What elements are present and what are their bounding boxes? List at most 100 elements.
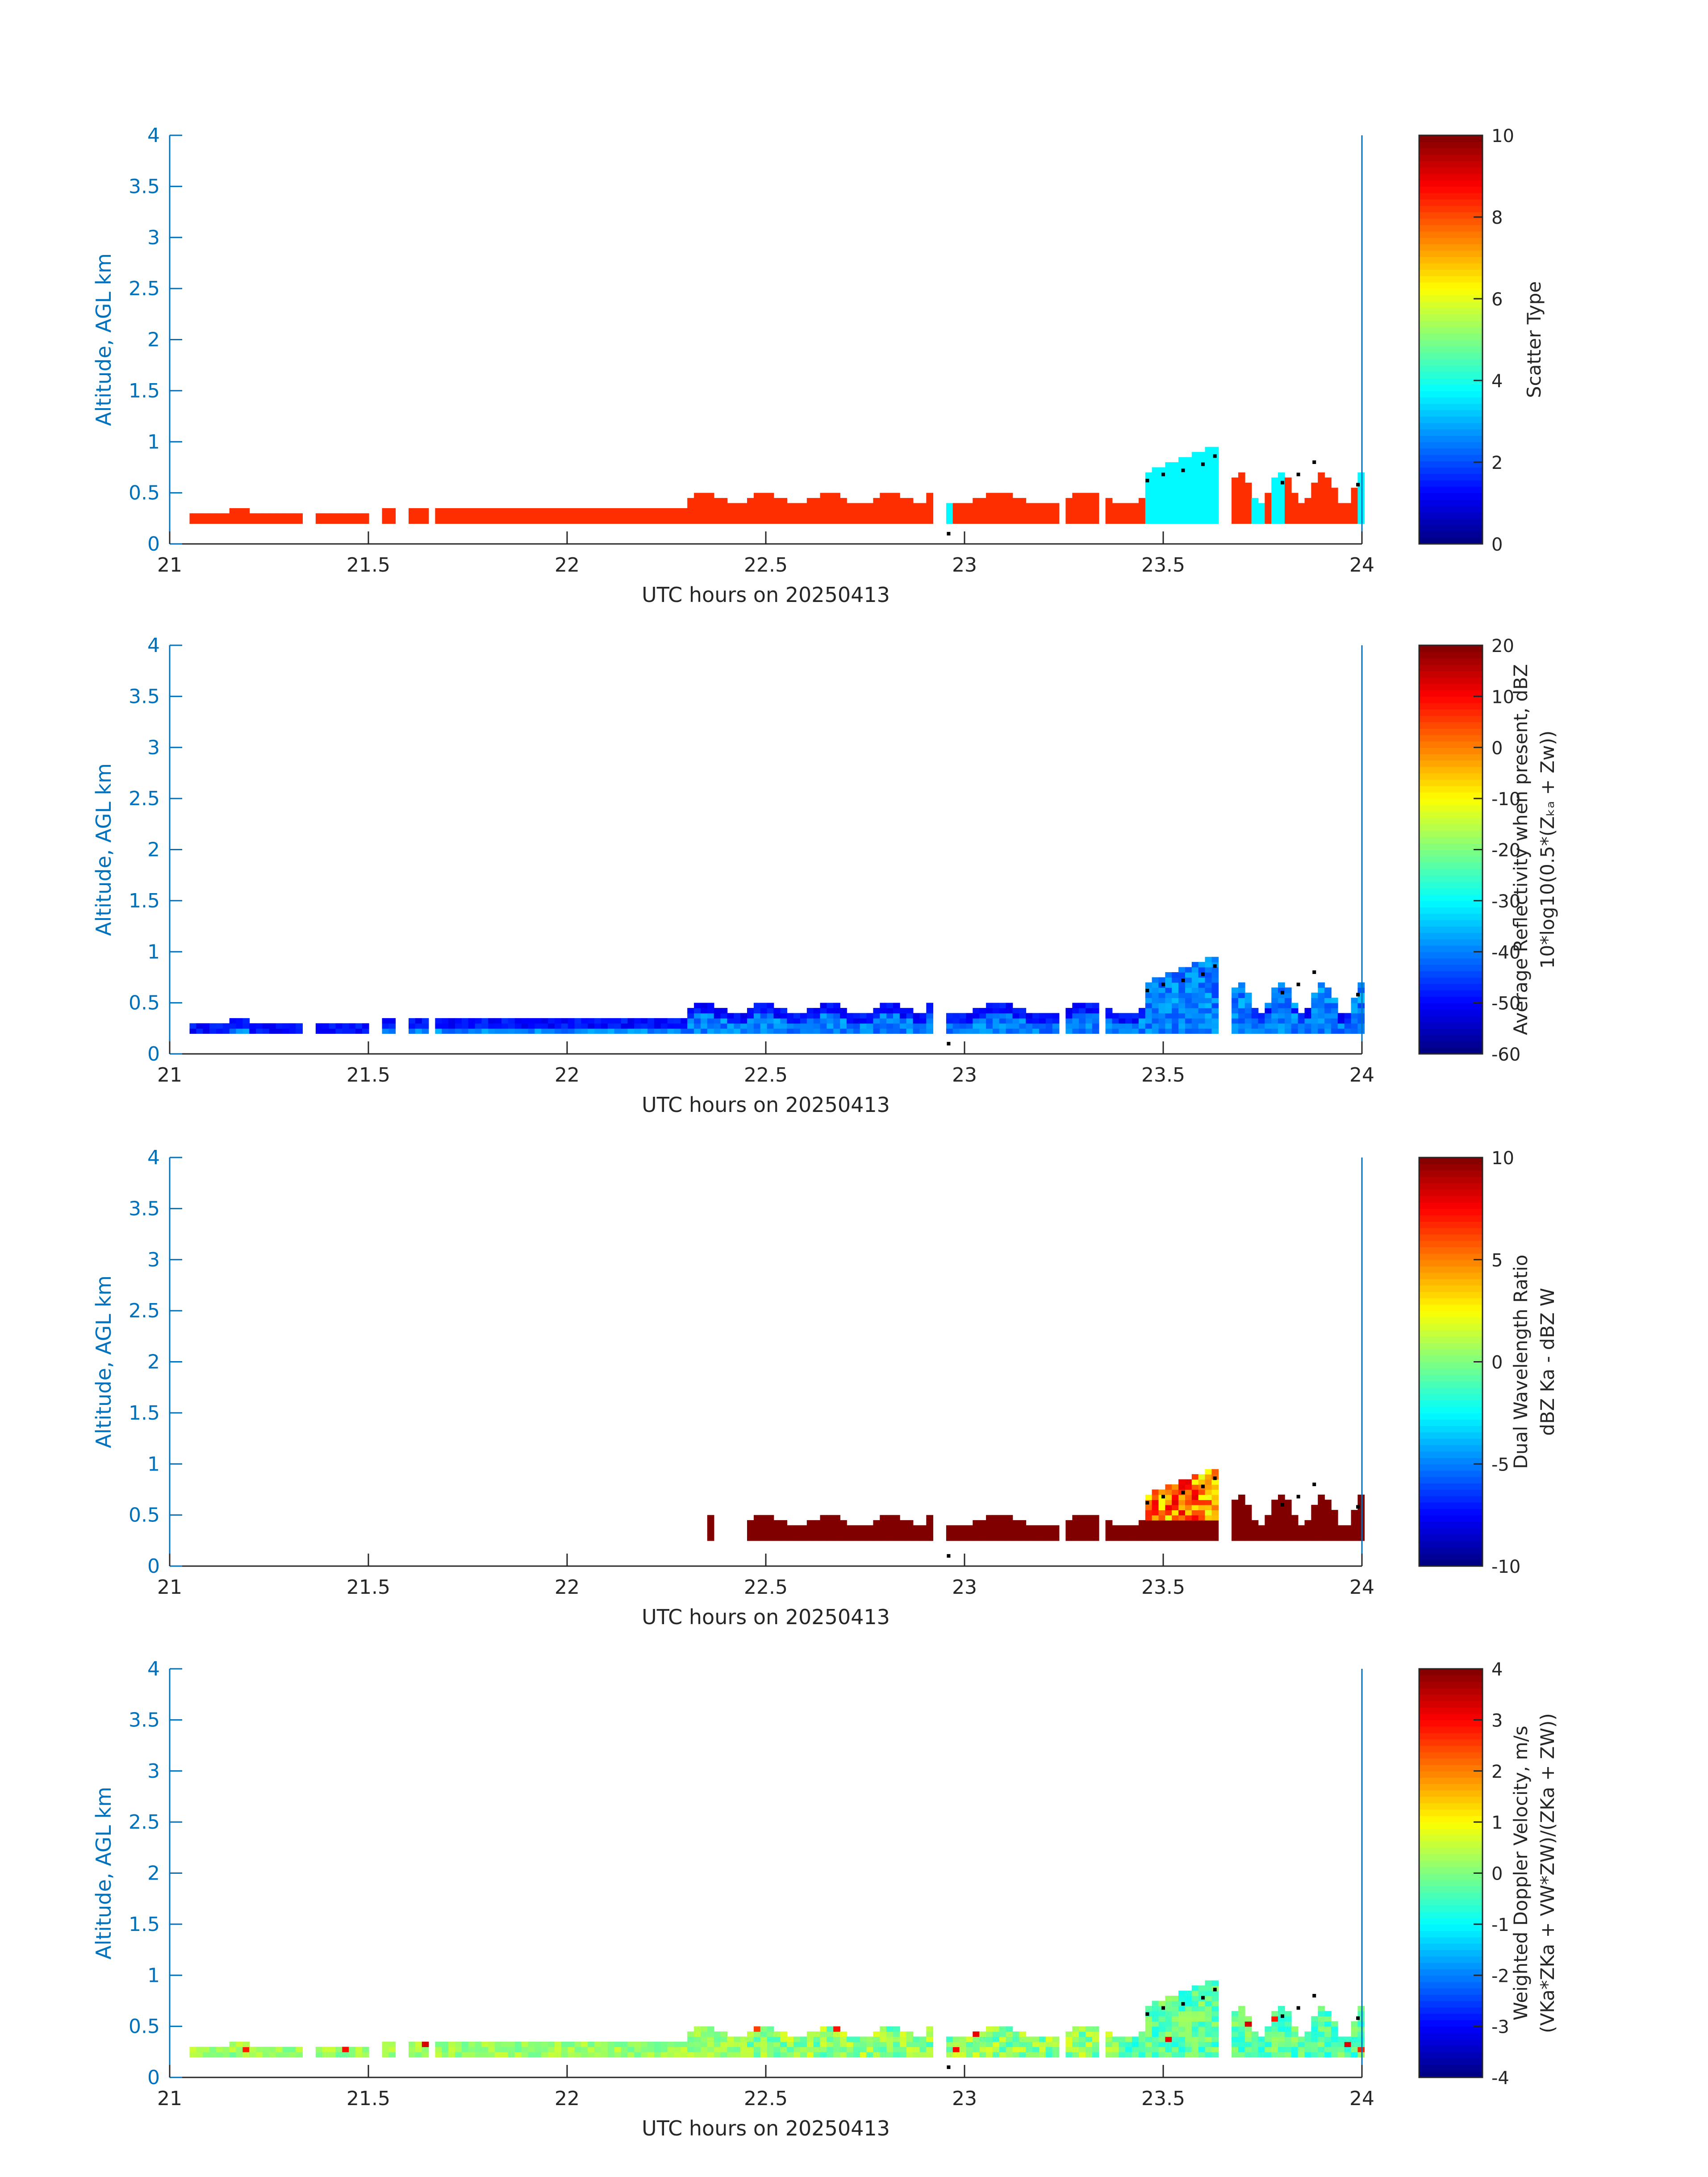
- heatmap-cell: [866, 518, 874, 524]
- heatmap-cell: [362, 2047, 369, 2052]
- heatmap-cell: [1178, 508, 1186, 514]
- heatmap-cell: [342, 2052, 349, 2057]
- heatmap-cell: [1178, 987, 1186, 993]
- heatmap-cell: [1112, 2047, 1119, 2052]
- heatmap-cell: [1079, 1028, 1086, 1034]
- heatmap-cell: [946, 1028, 953, 1034]
- heatmap-cell: [1278, 1530, 1285, 1536]
- heatmap-cell: [973, 1525, 980, 1531]
- heatmap-cell: [986, 2031, 993, 2037]
- heatmap-cell: [568, 2052, 575, 2057]
- heatmap-cell: [1152, 1028, 1159, 1034]
- heatmap-cell: [827, 1003, 834, 1008]
- heatmap-cell: [999, 2047, 1006, 2052]
- heatmap-cell: [687, 1018, 694, 1024]
- heatmap-cell: [1211, 1530, 1219, 1536]
- heatmap-cell: [1244, 1023, 1252, 1029]
- heatmap-cell: [1185, 1028, 1192, 1034]
- heatmap-cell: [555, 1023, 562, 1029]
- heatmap-cell: [1331, 1525, 1338, 1531]
- heatmap-cell: [1012, 2052, 1020, 2057]
- heatmap-cell: [236, 1028, 243, 1034]
- heatmap-cell: [714, 1018, 721, 1024]
- heatmap-cell: [1278, 472, 1285, 478]
- heatmap-cell: [1232, 1535, 1239, 1541]
- heatmap-cell: [1318, 1520, 1325, 1526]
- heatmap-cell: [973, 1023, 980, 1029]
- heatmap-cell: [1244, 2047, 1252, 2052]
- heatmap-cell: [289, 2047, 296, 2052]
- heatmap-cell: [501, 1028, 509, 1034]
- colorbar-swatch: [1419, 1841, 1482, 1848]
- heatmap-cell: [800, 2041, 807, 2047]
- heatmap-cell: [1232, 998, 1239, 1003]
- heatmap-cell: [1052, 1028, 1060, 1034]
- heatmap-cell: [1079, 518, 1086, 524]
- colorbar-swatch: [1419, 1713, 1482, 1721]
- heatmap-cell: [707, 508, 714, 514]
- heatmap-cell: [767, 1003, 774, 1008]
- heatmap-cell: [707, 1003, 714, 1008]
- heatmap-cell: [1271, 488, 1278, 493]
- heatmap-cell: [760, 1515, 768, 1521]
- heatmap-cell: [714, 513, 721, 519]
- heatmap-cell: [1238, 1018, 1245, 1024]
- heatmap-cell: [866, 503, 874, 509]
- heatmap-cell: [1185, 1990, 1192, 1996]
- heatmap-cell: [1092, 498, 1099, 504]
- heatmap-cell: [827, 2052, 834, 2057]
- heatmap-cell: [1351, 2041, 1358, 2047]
- heatmap-cell: [1337, 1018, 1345, 1024]
- heatmap-cell: [1238, 2006, 1245, 2012]
- heatmap-cell: [1012, 1520, 1020, 1526]
- heatmap-cell: [1019, 2036, 1027, 2042]
- heatmap-cell: [1065, 508, 1073, 514]
- heatmap-cell: [1198, 1474, 1206, 1480]
- colorbar-tick-label: 4: [1491, 371, 1503, 392]
- heatmap-cell: [1158, 477, 1166, 483]
- heatmap-cell: [1278, 1525, 1285, 1531]
- heatmap-cell: [1318, 1500, 1325, 1505]
- heatmap-cell: [979, 503, 986, 509]
- heatmap-cell: [1318, 508, 1325, 514]
- heatmap-cell: [701, 508, 708, 514]
- heatmap-cell: [1165, 998, 1173, 1003]
- heatmap-cell: [1318, 482, 1325, 488]
- heatmap-cell: [979, 1530, 986, 1536]
- heatmap-cell: [899, 1023, 907, 1029]
- heatmap-cell: [1185, 2041, 1192, 2047]
- heatmap-cell: [1165, 1520, 1173, 1526]
- heatmap-cell: [1072, 503, 1079, 509]
- heatmap-cell: [694, 2041, 701, 2047]
- heatmap-cell: [475, 1028, 482, 1034]
- heatmap-cell: [1351, 1028, 1358, 1034]
- heatmap-cell: [1086, 1003, 1093, 1008]
- heatmap-cell: [1065, 2041, 1073, 2047]
- heatmap-cell: [588, 1028, 595, 1034]
- heatmap-cell: [800, 1018, 807, 1024]
- heatmap-cell: [1185, 1510, 1192, 1516]
- heatmap-cell: [853, 513, 860, 519]
- heatmap-cell: [448, 1018, 455, 1024]
- heatmap-cell: [1172, 462, 1179, 468]
- heatmap-cell: [1211, 1484, 1219, 1490]
- colorbar-swatch: [1419, 525, 1482, 532]
- heatmap-cell: [1351, 1510, 1358, 1516]
- heatmap-cell: [1178, 1530, 1186, 1536]
- heatmap-cell: [488, 2047, 495, 2052]
- heatmap-cell: [846, 1018, 854, 1024]
- heatmap-cell: [853, 2047, 860, 2052]
- heatmap-cell: [833, 503, 840, 509]
- heatmap-cell: [514, 2047, 522, 2052]
- heatmap-cell: [833, 1018, 840, 1024]
- heatmap-cell: [1045, 2036, 1053, 2042]
- heatmap-cell: [760, 2047, 768, 2052]
- heatmap-cell: [714, 2052, 721, 2057]
- heatmap-cell: [1152, 1013, 1159, 1019]
- heatmap-cell: [282, 513, 290, 519]
- heatmap-cell: [880, 1525, 887, 1531]
- heatmap-cell: [1172, 972, 1179, 978]
- heatmap-cell: [1125, 2052, 1132, 2057]
- heatmap-cell: [893, 498, 900, 504]
- heatmap-cell: [840, 1018, 847, 1024]
